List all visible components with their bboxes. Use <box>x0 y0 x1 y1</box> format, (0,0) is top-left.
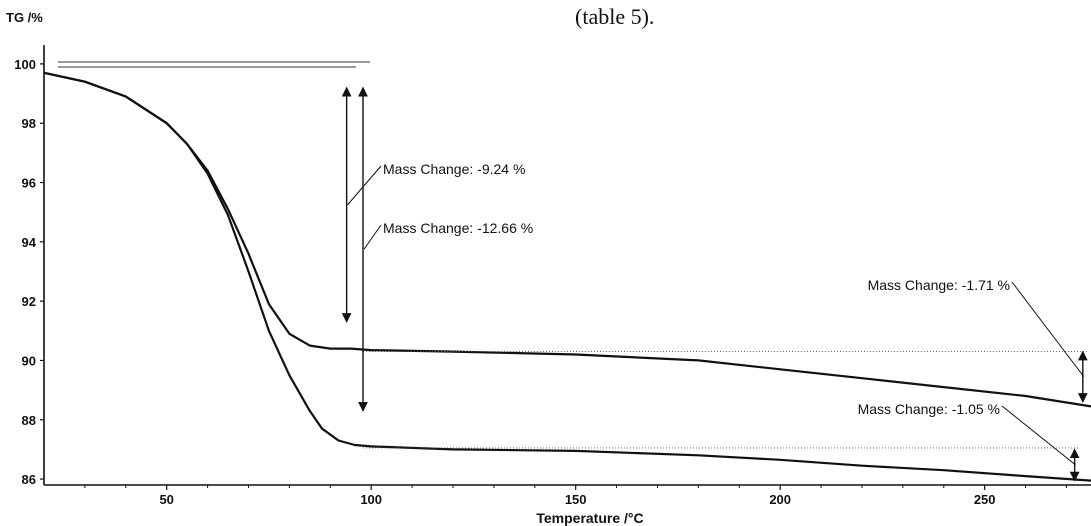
series-lines <box>43 71 1091 482</box>
x-tick-label: 50 <box>159 492 173 507</box>
leader-line <box>363 224 382 250</box>
axes <box>43 45 1091 486</box>
mass-change-label: Mass Change: -1.71 % <box>868 277 1010 293</box>
mass-change-label: Mass Change: -9.24 % <box>383 161 525 177</box>
y-tick-label: 92 <box>22 294 36 309</box>
y-tick-label: 88 <box>22 413 36 428</box>
x-axis-label: Temperature /°C <box>536 510 643 526</box>
x-tick-label: 100 <box>360 492 382 507</box>
x-tick-label: 250 <box>974 492 996 507</box>
figure-caption-fragment: (table 5). <box>575 4 655 29</box>
series-line <box>43 71 1091 408</box>
leader-line <box>1011 281 1085 378</box>
y-tick-label: 90 <box>22 353 36 368</box>
y-tick-label: 96 <box>22 176 36 191</box>
ticks: 86 88 90 92 94 96 98 100 50 100 150 200 250 <box>14 57 1067 507</box>
leader-line <box>1001 405 1076 466</box>
annotations: Mass Change: -9.24 % Mass Change: -12.66 … <box>341 86 1088 482</box>
y-tick-label: 94 <box>22 235 37 250</box>
leader-line <box>347 165 382 206</box>
y-tick-label: 100 <box>14 57 36 72</box>
y-axis-label: TG /% <box>6 10 43 25</box>
mass-change-label: Mass Change: -1.05 % <box>858 401 1000 417</box>
y-tick-label: 98 <box>22 116 36 131</box>
y-tick-label: 86 <box>22 472 36 487</box>
x-tick-label: 150 <box>565 492 587 507</box>
x-tick-label: 200 <box>769 492 791 507</box>
series-line <box>43 71 1091 482</box>
mass-change-label: Mass Change: -12.66 % <box>383 220 533 236</box>
